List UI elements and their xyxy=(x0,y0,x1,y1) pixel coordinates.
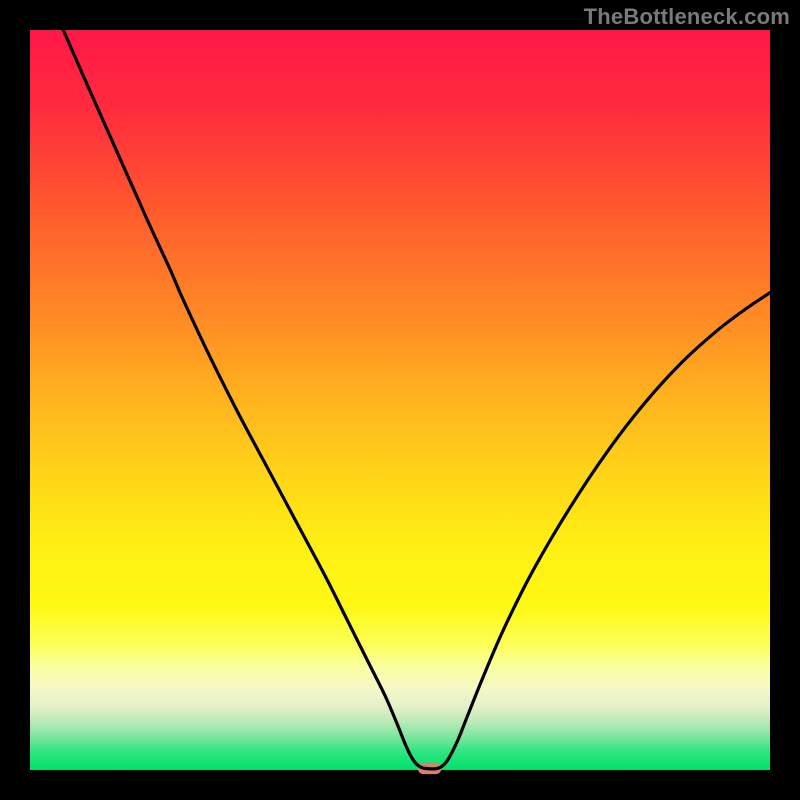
watermark-text: TheBottleneck.com xyxy=(584,4,790,30)
chart-container: TheBottleneck.com xyxy=(0,0,800,800)
plot-background xyxy=(30,30,770,770)
bottleneck-chart xyxy=(0,0,800,800)
